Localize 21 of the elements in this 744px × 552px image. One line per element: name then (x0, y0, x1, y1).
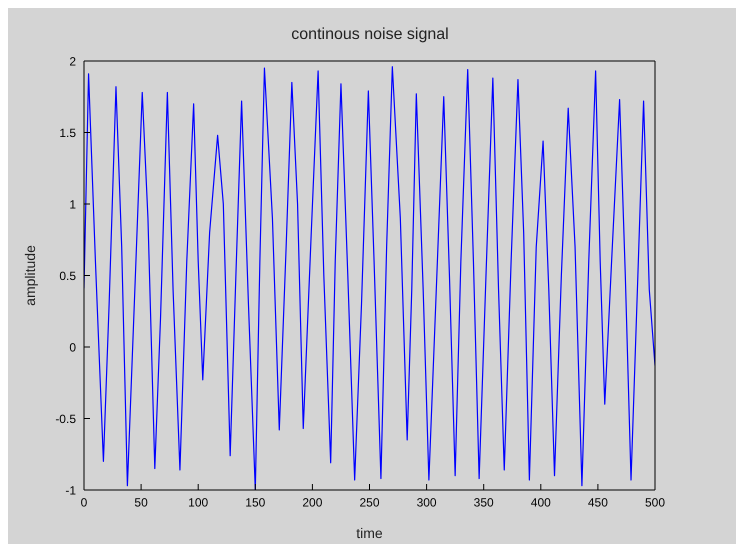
y-tick-label: -1 (65, 483, 76, 498)
y-axis-title: amplitude (22, 244, 38, 306)
y-tick-label: 1 (69, 197, 76, 212)
x-tick-label: 50 (134, 496, 148, 510)
x-axis-title: time (356, 524, 383, 541)
x-tick-label: 450 (588, 496, 608, 510)
x-tick-label: 100 (188, 496, 209, 510)
x-tick-label: 250 (359, 496, 380, 510)
x-tick-label: 300 (416, 496, 437, 510)
x-tick-label: 0 (80, 496, 88, 510)
x-tick-label: 400 (530, 496, 552, 510)
x-tick-label: 500 (644, 496, 666, 510)
x-tick-label: 150 (245, 496, 266, 510)
y-tick-label: -0.5 (55, 412, 76, 426)
x-tick-label: 350 (474, 496, 494, 510)
y-tick-label: 0 (69, 340, 76, 354)
y-tick-label: 0.5 (59, 268, 76, 283)
y-tick-label: 1.5 (59, 126, 76, 140)
chart-title: continous noise signal (290, 26, 450, 44)
x-tick-label: 200 (302, 496, 323, 510)
y-tick-label: 2 (69, 54, 76, 68)
